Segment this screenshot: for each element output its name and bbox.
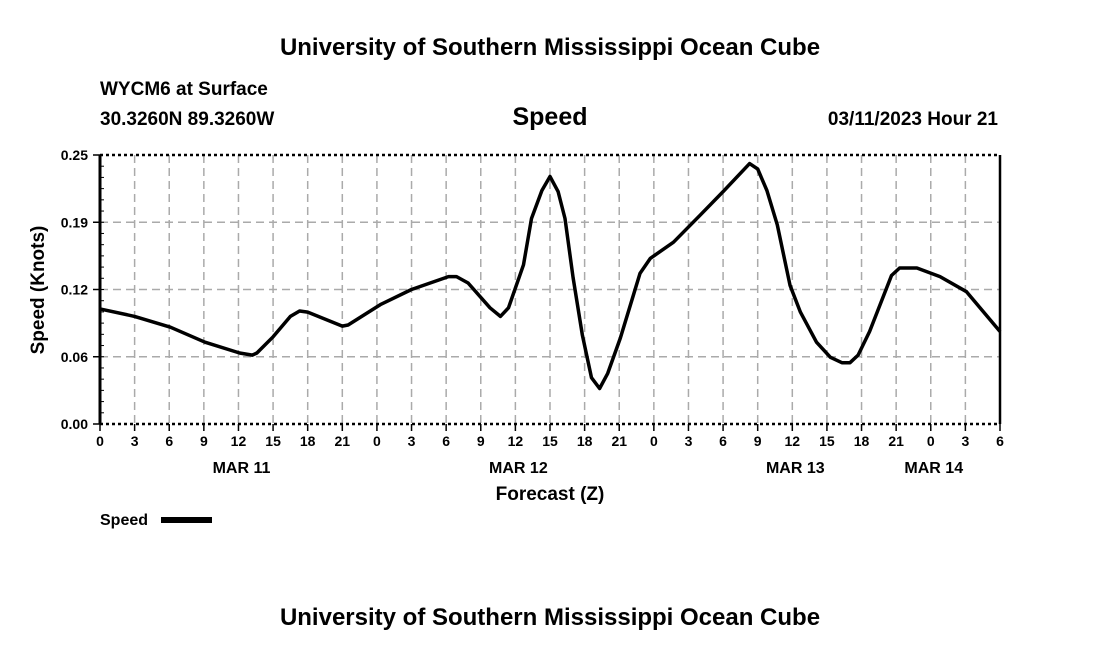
x-tick-label: 3 bbox=[408, 433, 416, 449]
x-tick-label: 3 bbox=[685, 433, 693, 449]
x-tick-label: 3 bbox=[131, 433, 139, 449]
x-tick-label: 18 bbox=[577, 433, 593, 449]
x-tick-label: 9 bbox=[754, 433, 762, 449]
y-tick-label: 0.00 bbox=[61, 416, 88, 432]
grid bbox=[100, 155, 1000, 424]
x-tick-label: 12 bbox=[231, 433, 247, 449]
series-line-speed bbox=[99, 161, 1002, 391]
x-tick-label: 9 bbox=[200, 433, 208, 449]
chart-title: Speed bbox=[512, 103, 587, 131]
series-layer bbox=[99, 161, 1002, 391]
x-date-label: MAR 11 bbox=[213, 460, 271, 477]
x-date-label: MAR 13 bbox=[766, 460, 825, 477]
x-tick-label: 21 bbox=[611, 433, 627, 449]
x-date-label: MAR 12 bbox=[489, 460, 548, 477]
axes bbox=[93, 153, 1002, 431]
y-tick-label: 0.06 bbox=[61, 349, 88, 365]
x-tick-label: 12 bbox=[785, 433, 801, 449]
x-tick-label: 15 bbox=[819, 433, 835, 449]
x-tick-label: 18 bbox=[300, 433, 316, 449]
location-label: 30.3260N 89.3260W bbox=[100, 109, 274, 130]
y-tick-label: 0.25 bbox=[61, 147, 88, 163]
x-tick-label: 9 bbox=[477, 433, 485, 449]
x-axis-label: Forecast (Z) bbox=[496, 484, 605, 505]
datetime-label: 03/11/2023 Hour 21 bbox=[828, 109, 998, 130]
x-tick-label: 0 bbox=[650, 433, 658, 449]
legend-label: Speed bbox=[100, 512, 148, 529]
x-tick-label: 6 bbox=[996, 433, 1004, 449]
tick-labels: 0 3 6 9 12 15 18 21 0 3 6 9 12 15 18 21 0 3 6 9 12 15 18 21 0 3 6 M… bbox=[61, 147, 1004, 477]
y-tick-label: 0.12 bbox=[61, 282, 88, 298]
x-tick-label: 15 bbox=[542, 433, 558, 449]
x-tick-label: 18 bbox=[854, 433, 870, 449]
x-tick-label: 21 bbox=[888, 433, 904, 449]
x-tick-label: 21 bbox=[335, 433, 351, 449]
y-tick-label: 0.19 bbox=[61, 214, 88, 230]
x-tick-label: 6 bbox=[442, 433, 450, 449]
station-label: WYCM6 at Surface bbox=[100, 79, 268, 100]
x-tick-label: 0 bbox=[96, 433, 104, 449]
x-date-label: MAR 14 bbox=[904, 460, 963, 477]
y-axis-label: Speed (Knots) bbox=[28, 226, 49, 355]
x-tick-label: 0 bbox=[927, 433, 935, 449]
x-tick-label: 3 bbox=[961, 433, 969, 449]
x-tick-label: 0 bbox=[373, 433, 381, 449]
x-tick-label: 6 bbox=[719, 433, 727, 449]
x-tick-label: 15 bbox=[265, 433, 281, 449]
main-title: University of Southern Mississippi Ocean… bbox=[280, 34, 820, 61]
x-tick-label: 12 bbox=[508, 433, 524, 449]
x-tick-label: 6 bbox=[165, 433, 173, 449]
footer-title: University of Southern Mississippi Ocean… bbox=[280, 604, 820, 631]
